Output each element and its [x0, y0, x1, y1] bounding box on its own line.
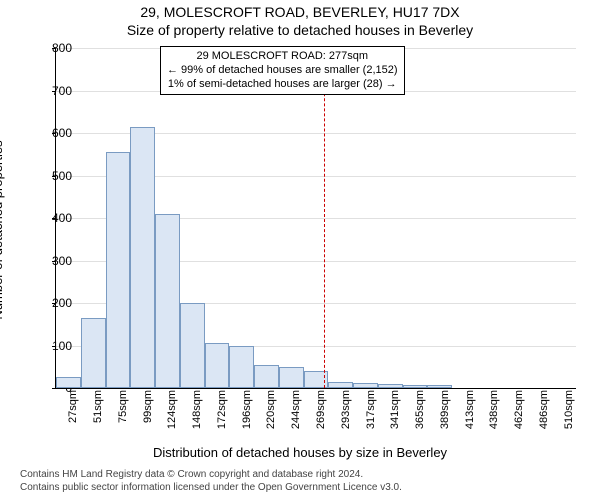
histogram-bar	[403, 385, 428, 388]
xtick-label: 124sqm	[166, 390, 178, 429]
figure-root: 29, MOLESCROFT ROAD, BEVERLEY, HU17 7DX …	[0, 0, 600, 500]
ytick-label: 500	[32, 169, 72, 183]
xtick-label: 27sqm	[67, 390, 79, 423]
histogram-bar	[81, 318, 106, 388]
xtick-label: 75sqm	[117, 390, 129, 423]
xtick-label: 244sqm	[290, 390, 302, 429]
xtick-label: 413sqm	[464, 390, 476, 429]
histogram-bar	[130, 127, 155, 388]
xtick-label: 99sqm	[142, 390, 154, 423]
figure-title-line2: Size of property relative to detached ho…	[0, 22, 600, 38]
histogram-bar	[427, 385, 452, 388]
reference-line	[324, 48, 325, 388]
xtick-label: 438sqm	[488, 390, 500, 429]
annotation-box: 29 MOLESCROFT ROAD: 277sqm← 99% of detac…	[160, 46, 405, 95]
xtick-label: 389sqm	[439, 390, 451, 429]
x-axis-label: Distribution of detached houses by size …	[0, 445, 600, 460]
xtick-label: 293sqm	[340, 390, 352, 429]
xtick-label: 462sqm	[513, 390, 525, 429]
ytick-label: 700	[32, 84, 72, 98]
ytick-label: 800	[32, 41, 72, 55]
xtick-label: 510sqm	[563, 390, 575, 429]
histogram-bar	[155, 214, 180, 388]
annotation-line: 1% of semi-detached houses are larger (2…	[167, 78, 398, 92]
histogram-bar	[180, 303, 205, 388]
ytick-label: 600	[32, 126, 72, 140]
histogram-bar	[378, 384, 403, 388]
xtick-label: 365sqm	[414, 390, 426, 429]
xtick-label: 269sqm	[315, 390, 327, 429]
xtick-label: 196sqm	[241, 390, 253, 429]
ytick-label: 400	[32, 211, 72, 225]
histogram-bar	[254, 365, 279, 388]
xtick-label: 317sqm	[365, 390, 377, 429]
footer-line2: Contains public sector information licen…	[20, 482, 402, 495]
attribution-footer: Contains HM Land Registry data © Crown c…	[20, 469, 402, 494]
xtick-label: 51sqm	[92, 390, 104, 423]
xtick-label: 486sqm	[538, 390, 550, 429]
histogram-bar	[353, 383, 378, 388]
histogram-bar	[279, 367, 304, 388]
footer-line1: Contains HM Land Registry data © Crown c…	[20, 469, 402, 482]
xtick-label: 220sqm	[265, 390, 277, 429]
histogram-bar	[106, 152, 131, 388]
xtick-label: 341sqm	[389, 390, 401, 429]
xtick-label: 172sqm	[216, 390, 228, 429]
histogram-bar	[328, 382, 353, 388]
ytick-label: 200	[32, 296, 72, 310]
annotation-line: 29 MOLESCROFT ROAD: 277sqm	[167, 50, 398, 64]
figure-title-line1: 29, MOLESCROFT ROAD, BEVERLEY, HU17 7DX	[0, 4, 600, 20]
plot-area	[55, 48, 576, 389]
ytick-label: 300	[32, 254, 72, 268]
xtick-label: 148sqm	[191, 390, 203, 429]
histogram-bar	[56, 377, 81, 388]
histogram-bar	[229, 346, 254, 389]
annotation-line: ← 99% of detached houses are smaller (2,…	[167, 64, 398, 78]
histogram-bar	[205, 343, 230, 388]
ytick-label: 100	[32, 339, 72, 353]
